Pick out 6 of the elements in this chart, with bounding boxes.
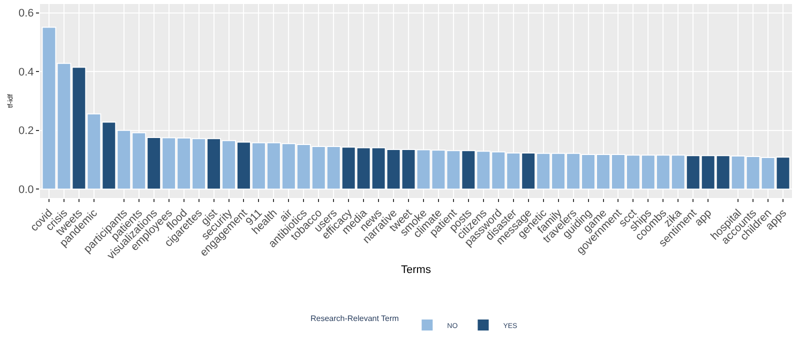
legend-title: Research-Relevant Term	[310, 314, 400, 323]
y-tick-label: 0.2	[18, 125, 34, 138]
x-axis-title: Terms	[401, 264, 432, 276]
y-tick-label: 0.4	[18, 66, 34, 78]
y-tick-label: 0.6	[18, 8, 34, 20]
y-tick-label: 0.0	[18, 184, 34, 196]
